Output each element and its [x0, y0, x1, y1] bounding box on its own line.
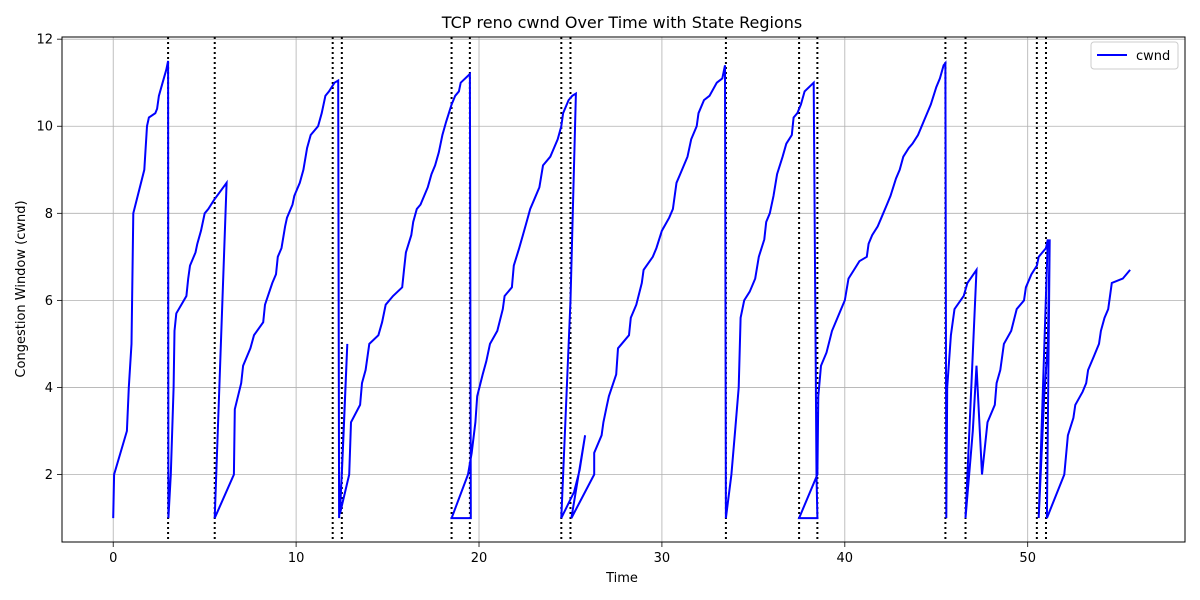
- y-tick-label: 12: [36, 33, 53, 48]
- x-tick-label: 30: [654, 551, 671, 566]
- grid: [62, 37, 1185, 542]
- y-tick-label: 6: [45, 294, 53, 309]
- series-line-cwnd: [112, 60, 1131, 520]
- x-tick-label: 50: [1019, 551, 1036, 566]
- x-tick-label: 20: [471, 551, 488, 566]
- chart-title: TCP reno cwnd Over Time with State Regio…: [441, 13, 802, 32]
- x-tick-label: 0: [109, 551, 117, 566]
- y-tick-label: 8: [45, 207, 53, 222]
- y-axis-ticks: 2 4 6 8 10 12: [36, 33, 62, 483]
- plot-frame: [61, 36, 1186, 543]
- y-tick-label: 2: [45, 468, 53, 483]
- state-region-lines: [167, 37, 1047, 542]
- x-axis-title: Time: [605, 571, 638, 586]
- y-axis-title: Congestion Window (cwnd): [14, 200, 29, 377]
- legend-label-cwnd: cwnd: [1136, 49, 1170, 64]
- legend-box: [1090, 41, 1179, 70]
- y-tick-label: 4: [45, 381, 53, 396]
- x-tick-label: 40: [837, 551, 854, 566]
- y-tick-label: 10: [36, 120, 53, 135]
- legend: cwnd: [1090, 41, 1179, 70]
- x-tick-label: 10: [288, 551, 305, 566]
- x-axis-ticks: 0 10 20 30 40 50: [109, 542, 1036, 566]
- plot-area: [112, 60, 1131, 520]
